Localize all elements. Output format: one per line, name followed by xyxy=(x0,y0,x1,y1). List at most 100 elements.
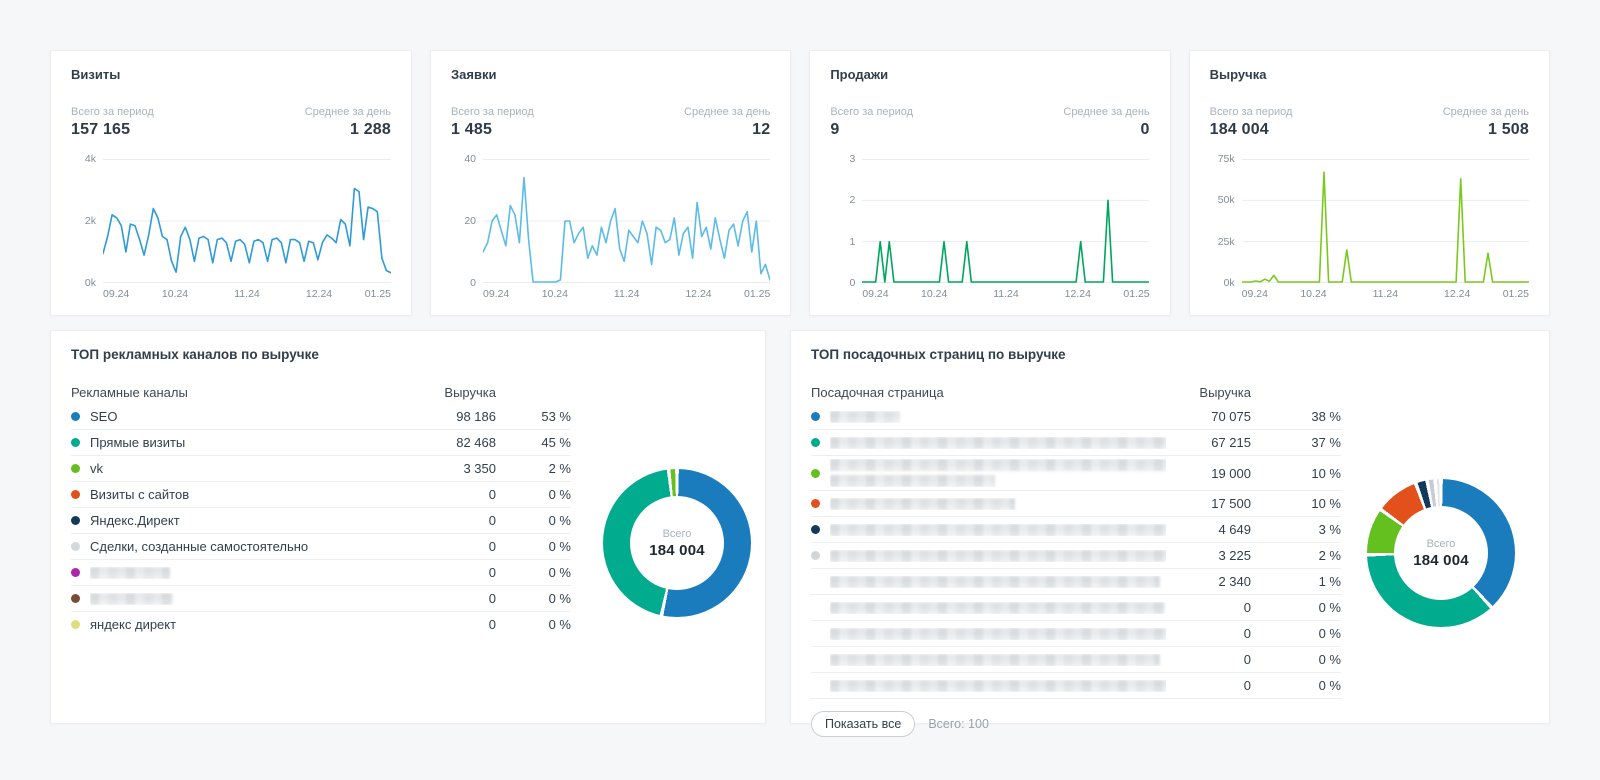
stat-value: 1 508 xyxy=(1487,121,1529,138)
row-color-dot xyxy=(71,490,80,499)
x-axis-label: 12.24 xyxy=(1444,288,1471,300)
card-title: Заявки xyxy=(451,67,497,82)
row-value: 4 649 xyxy=(1218,522,1251,537)
row-color-dot xyxy=(71,594,80,603)
row-label xyxy=(830,575,1166,588)
x-axis-label: 10.24 xyxy=(541,288,568,300)
stat-card-visits: Визиты Всего за период 157 165 Среднее з… xyxy=(50,50,412,316)
row-percent: 0 % xyxy=(548,617,571,632)
x-axis-label: 11.24 xyxy=(234,288,260,300)
column-header-label: Рекламные каналы xyxy=(71,384,188,400)
total-stat: Всего за период 9 xyxy=(830,106,913,139)
blurred-text xyxy=(830,679,1166,692)
x-axis-label: 01.25 xyxy=(1502,288,1529,300)
row-value: 98 186 xyxy=(456,409,496,424)
row-label-text: Прямые визиты xyxy=(90,435,186,450)
row-value: 19 000 xyxy=(1211,465,1251,481)
landing-pages-donut-chart[interactable]: Всего 184 004 xyxy=(1367,479,1515,627)
chart-area: 40 20 0 xyxy=(451,153,770,289)
row-label xyxy=(830,601,1166,614)
landing-pages-table: Посадочная страница Выручка 70 075 38 % 67… xyxy=(811,380,1341,699)
table-header: Посадочная страница Выручка xyxy=(811,380,1341,404)
stat-label: Среднее за день xyxy=(1063,106,1150,118)
row-label: Сделки, созданные самостоятельно xyxy=(90,539,411,554)
donut-center-label: Всего xyxy=(662,527,692,540)
row-label-text: vk xyxy=(90,461,103,476)
blurred-text xyxy=(830,497,1015,510)
y-axis-label: 4k xyxy=(84,153,96,165)
y-axis-label: 3 xyxy=(849,153,856,165)
column-header-value: Выручка xyxy=(1199,384,1251,400)
leads-line-chart[interactable] xyxy=(483,159,770,283)
x-axis-label: 12.24 xyxy=(305,288,333,300)
row-color-dot xyxy=(71,516,80,525)
row-label: Яндекс.Директ xyxy=(90,513,411,528)
row-label xyxy=(830,549,1166,562)
y-axis-label: 1 xyxy=(849,235,856,248)
total-stat: Всего за период 157 165 xyxy=(71,106,154,139)
panel-title: ТОП рекламных каналов по выручке xyxy=(71,347,319,362)
table-row: Сделки, созданные самостоятельно 0 0 % xyxy=(71,534,571,560)
average-stat: Среднее за день 1 288 xyxy=(305,106,391,139)
row-label xyxy=(90,592,411,605)
row-value: 0 xyxy=(1243,626,1251,641)
row-value: 0 xyxy=(488,513,496,528)
table-row: 19 000 10 % xyxy=(811,456,1341,491)
panel-title: ТОП посадочных страниц по выручке xyxy=(811,347,1066,362)
row-percent: 1 % xyxy=(1318,574,1341,589)
row-percent: 0 % xyxy=(1318,626,1341,641)
row-label xyxy=(830,679,1166,692)
blurred-text xyxy=(90,566,170,579)
row-label xyxy=(830,653,1166,666)
average-stat: Среднее за день 12 xyxy=(684,106,770,139)
y-axis: 3 2 1 0 xyxy=(830,153,862,289)
analytics-dashboard: Визиты Всего за период 157 165 Среднее з… xyxy=(50,50,1550,737)
x-axis-label: 09.24 xyxy=(1241,288,1268,300)
x-axis: 09.24 10.24 11.24 12.24 01.25 xyxy=(103,288,391,303)
visits-line-chart[interactable] xyxy=(103,159,391,283)
show-all-button[interactable]: Показать все xyxy=(811,711,916,737)
table-row: Визиты с сайтов 0 0 % xyxy=(71,482,571,508)
row-label xyxy=(830,459,1166,487)
channels-table: Рекламные каналы Выручка SEO 98 186 53 % Пр… xyxy=(71,380,571,637)
row-color-dot xyxy=(71,620,80,629)
row-percent: 0 % xyxy=(548,513,571,528)
stat-label: Среднее за день xyxy=(1442,106,1529,118)
row-percent: 2 % xyxy=(548,461,571,476)
x-axis-label: 01.25 xyxy=(744,288,771,300)
channels-donut-chart[interactable]: Всего 184 004 xyxy=(603,469,751,617)
revenue-line-chart[interactable] xyxy=(1241,159,1529,283)
table-row: 4 649 3 % xyxy=(811,517,1341,543)
table-row: SEO 98 186 53 % xyxy=(71,404,571,430)
row-label: яндекс директ xyxy=(90,617,411,632)
row-percent: 0 % xyxy=(1318,678,1341,693)
column-header-value: Выручка xyxy=(444,384,496,400)
stat-value: 1 485 xyxy=(451,121,493,138)
table-row: 0 0 % xyxy=(811,647,1341,673)
row-color-dot xyxy=(71,412,80,421)
column-header-label: Посадочная страница xyxy=(811,384,944,400)
y-axis-label: 2k xyxy=(84,215,96,227)
row-value: 0 xyxy=(1243,678,1251,693)
table-footer: Показать все Всего: 100 xyxy=(811,711,1529,737)
y-axis: 75k 50k 25k 0k xyxy=(1210,153,1242,289)
row-value: 3 350 xyxy=(463,461,496,476)
x-axis-label: 01.25 xyxy=(1123,288,1150,300)
x-axis-label: 11.24 xyxy=(993,288,1019,300)
stat-label: Всего за период xyxy=(71,106,154,118)
card-stats: Всего за период 184 004 Среднее за день … xyxy=(1210,106,1529,139)
y-axis-label: 40 xyxy=(464,153,476,165)
row-color-dot xyxy=(71,542,80,551)
donut-center: Всего 184 004 xyxy=(630,496,724,590)
row-value: 0 xyxy=(488,487,496,502)
blurred-text xyxy=(830,410,900,423)
stat-value: 9 xyxy=(830,121,840,138)
card-stats: Всего за период 9 Среднее за день 0 xyxy=(830,106,1149,139)
stat-label: Среднее за день xyxy=(304,106,391,118)
y-axis: 4k 2k 0k xyxy=(71,153,103,289)
sales-line-chart[interactable] xyxy=(862,159,1150,283)
row-label-text: SEO xyxy=(90,409,118,424)
row-label-text: яндекс директ xyxy=(90,617,177,632)
blurred-text xyxy=(830,459,1166,471)
row-color-dot xyxy=(811,499,820,508)
